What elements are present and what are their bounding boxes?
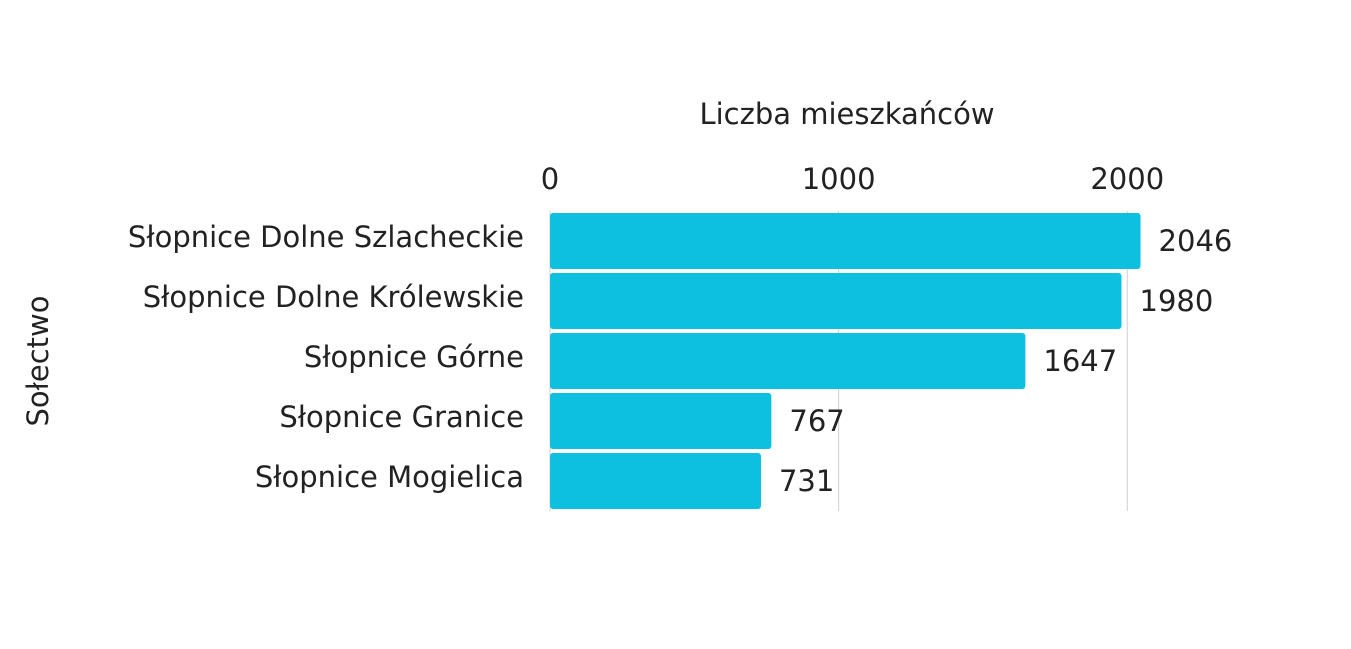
data-label: 767	[789, 404, 844, 438]
y-axis-title: Sołectwo	[21, 295, 55, 426]
y-tick-label: Słopnice Granice	[279, 400, 524, 434]
x-tick-label: 2000	[1090, 162, 1164, 196]
x-axis-title: Liczba mieszkańców	[699, 97, 994, 131]
bar	[550, 333, 1026, 389]
bar	[550, 273, 1122, 329]
data-label: 731	[779, 464, 834, 498]
data-label: 2046	[1159, 224, 1233, 258]
data-label: 1647	[1043, 344, 1117, 378]
y-tick-label: Słopnice Górne	[304, 340, 524, 374]
y-tick-label: Słopnice Dolne Królewskie	[143, 280, 524, 314]
y-tick-label: Słopnice Mogielica	[255, 460, 524, 494]
x-tick-label: 1000	[802, 162, 876, 196]
bar	[550, 393, 772, 449]
x-tick-label: 0	[541, 162, 559, 196]
bar	[550, 453, 761, 509]
bar	[550, 213, 1141, 269]
y-tick-label: Słopnice Dolne Szlacheckie	[128, 220, 524, 254]
data-label: 1980	[1140, 284, 1214, 318]
